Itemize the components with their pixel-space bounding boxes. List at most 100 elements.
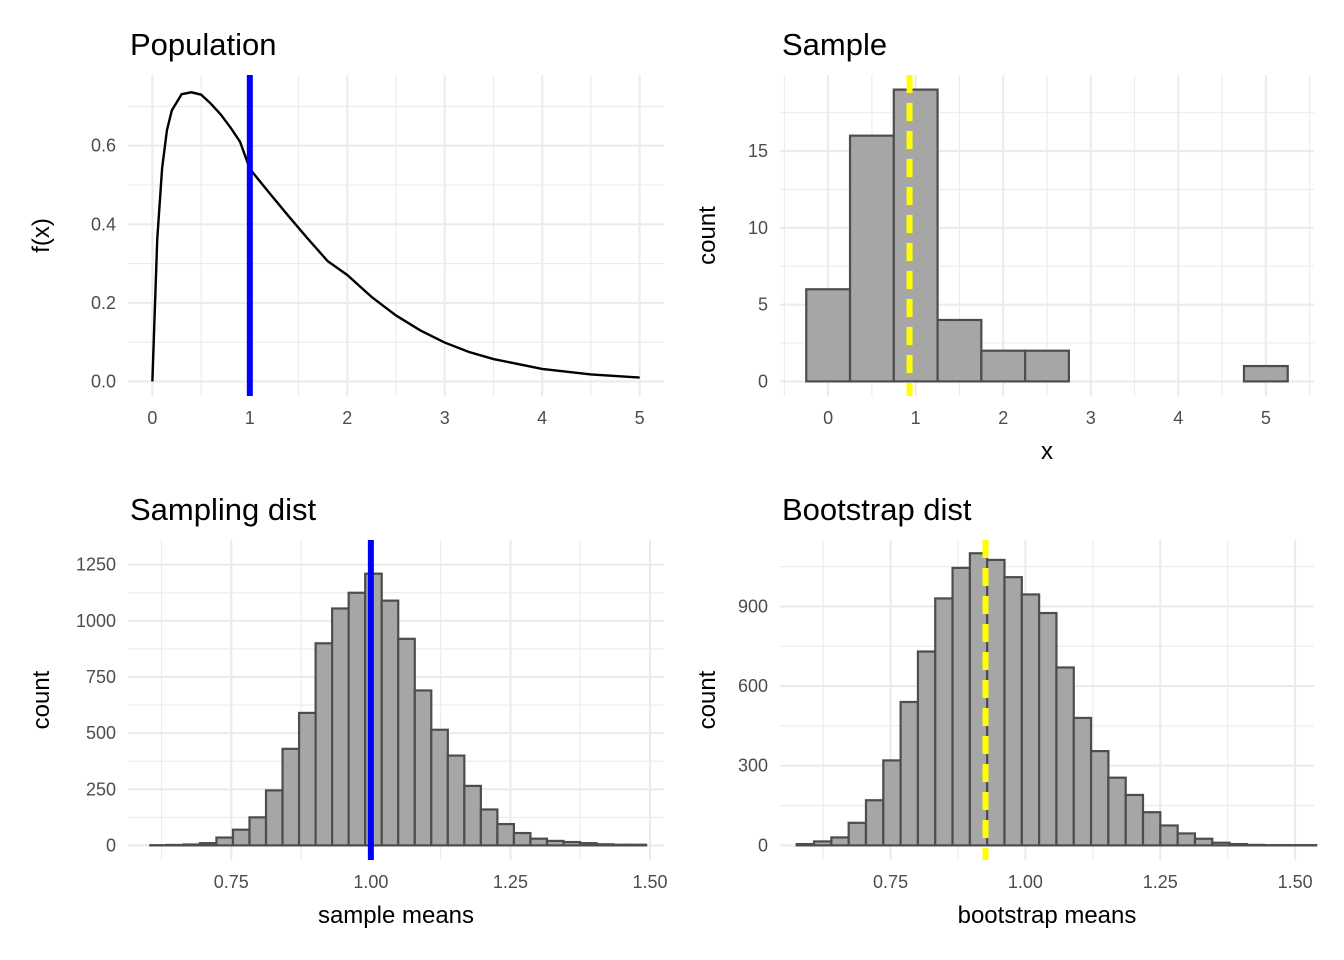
chart-title: Sampling dist [130,492,316,527]
y-tick-label: 750 [86,667,116,687]
histogram-bar [231,828,251,847]
histogram-bar [463,784,482,847]
histogram-bar [397,637,416,847]
y-tick-label: 1250 [76,555,116,575]
x-tick-label: 2 [342,408,352,428]
x-tick-label: 1.25 [493,872,528,892]
histogram-bar [281,747,301,847]
y-tick-label: 0.2 [91,293,116,313]
y-tick-label: 0.6 [91,136,116,156]
population-panel: 0 1 2 3 4 5 0.0 0.2 0.4 0.6 Population f(x) [28,27,664,428]
histogram-bar [864,799,885,847]
x-tick-label: 5 [635,408,645,428]
population-grid [128,75,664,396]
histogram-bar [951,566,971,847]
y-tick-label: 250 [86,779,116,799]
density-curve [151,91,640,382]
x-axis-label: sample means [318,902,474,929]
histogram-bar [1124,793,1145,847]
histogram-bar [628,843,648,847]
histogram-bar [529,837,549,847]
y-tick-label: 0 [106,835,116,855]
histogram-bar [830,836,850,847]
x-tick-label: 1.50 [633,872,668,892]
x-tick-label: 1.50 [1278,872,1313,892]
histogram-bar [1141,811,1162,847]
y-axis-label: count [694,206,721,265]
histogram-bar [331,607,350,847]
histogram-bar [578,842,598,847]
x-tick-label: 1 [911,408,921,428]
histogram-bar [1107,776,1127,847]
histogram-bar [1228,842,1248,847]
histogram-bar [545,839,565,847]
y-tick-label: 900 [738,596,768,616]
x-tick-label: 2 [998,408,1008,428]
histogram-bar [430,728,449,847]
sample-panel: 0 1 2 3 4 5 0 5 10 15 Sample x count [694,27,1314,465]
histogram-bar [812,840,833,847]
histogram-bar [986,558,1006,847]
histogram-bar [1245,843,1266,847]
histogram-bar [297,711,317,847]
y-tick-label: 300 [738,756,768,776]
x-tick-label: 0.75 [214,872,249,892]
histogram-bar [1072,716,1093,847]
y-tick-label: 1000 [76,611,116,631]
x-tick-label: 5 [1261,408,1271,428]
y-axis-label: count [28,670,55,729]
histogram-bar [892,88,939,383]
histogram-bar [446,754,466,847]
histogram-bar [198,842,218,847]
histogram-bar [347,591,367,847]
y-axis-label: count [694,670,721,729]
chart-title: Bootstrap dist [782,492,972,527]
histogram-bar [795,842,816,847]
x-tick-label: 3 [1086,408,1096,428]
histogram-bar [1176,832,1197,847]
y-tick-label: 0.4 [91,214,116,234]
x-axis-label: x [1041,438,1053,465]
histogram-bar [882,759,902,847]
chart-title: Population [130,27,277,62]
bootstrap-panel: 0.75 1.00 1.25 1.50 0 300 600 900 Bootstrap dist… [694,492,1318,929]
histogram-bar [264,789,284,847]
histogram-bar [380,599,400,847]
histogram-bar [1089,750,1110,847]
histogram-bar [805,288,852,383]
x-tick-label: 0 [147,408,157,428]
x-tick-label: 1.00 [353,872,388,892]
histogram-bar [934,597,954,847]
x-axis-label: bootstrap means [958,902,1137,929]
chart-title: Sample [782,27,887,62]
sample-bars [805,88,1289,383]
histogram-bar [936,318,983,383]
histogram-bar [248,816,268,847]
x-tick-label: 4 [1173,408,1183,428]
histogram-bar [496,822,516,847]
x-tick-label: 1.00 [1008,872,1043,892]
histogram-bar [848,134,895,383]
y-tick-label: 5 [758,295,768,315]
histogram-bar [611,843,631,847]
histogram-bar [314,642,334,847]
histogram-bar [562,840,582,847]
histogram-bar [1003,576,1023,847]
y-tick-label: 0 [758,371,768,391]
histogram-bar [847,821,868,847]
y-tick-label: 500 [86,723,116,743]
histogram-bar [1211,841,1231,847]
histogram-bar [413,689,433,847]
histogram-bar [479,808,499,847]
histogram-bar [1242,364,1289,383]
x-tick-label: 4 [537,408,547,428]
y-tick-label: 15 [748,141,768,161]
histogram-bar [182,843,202,847]
bootstrap-bars [795,552,1318,847]
y-tick-label: 600 [738,676,768,696]
histogram-bar [1020,593,1041,847]
x-tick-label: 0.75 [873,872,908,892]
sampling-panel: 0.75 1.00 1.25 1.50 0 250 500 750 1000 1250 Sampli… [28,492,668,929]
histogram-bar [1024,349,1070,383]
